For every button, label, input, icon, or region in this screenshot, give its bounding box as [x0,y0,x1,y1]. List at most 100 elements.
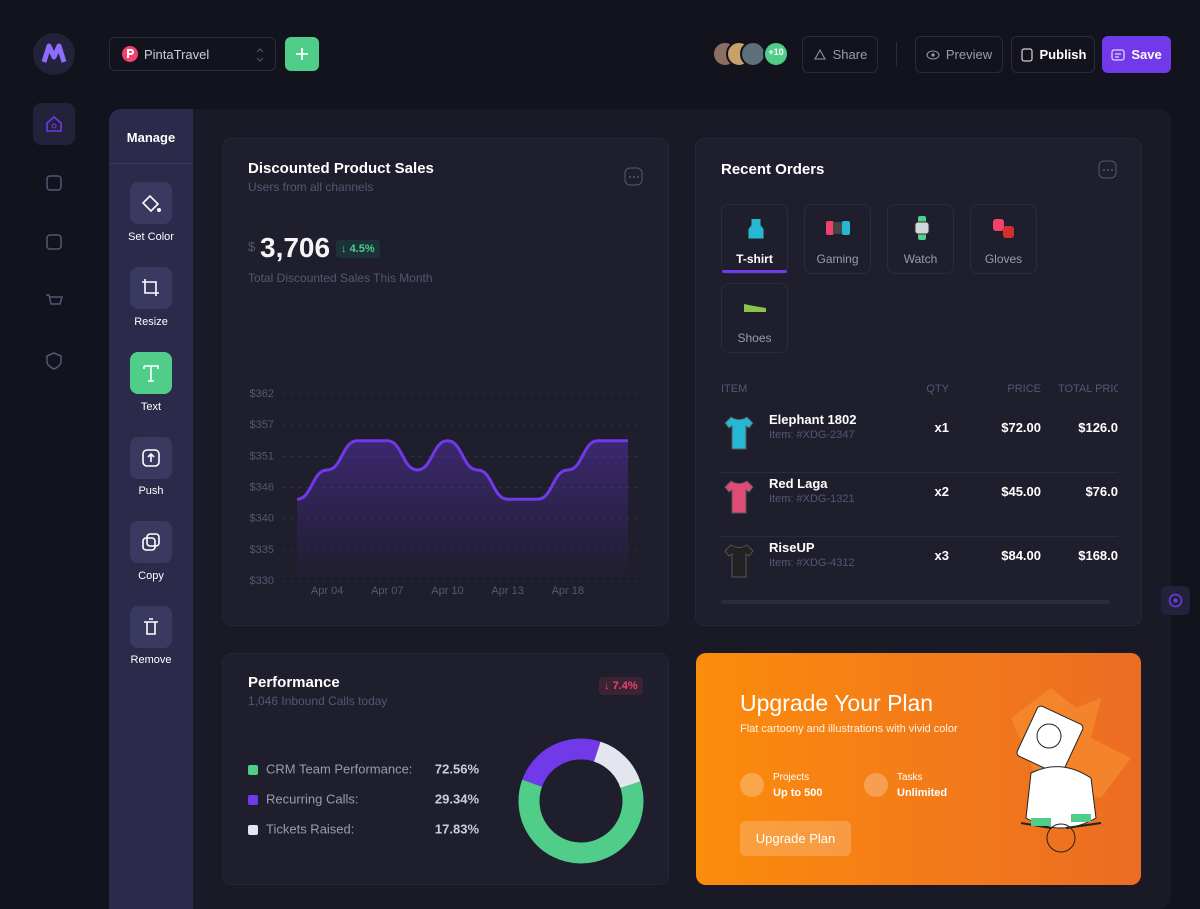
tool-label: Push [138,485,164,497]
tab-indicator [722,270,787,273]
nav-icons[interactable] [33,162,75,382]
icon [46,115,62,132]
icon [744,304,766,312]
x-tick-label: Apr 07 [371,585,403,597]
item-qty: x1 [934,420,949,435]
item-sku: Item: #XDG-1321 [769,493,855,505]
tool-resize[interactable] [130,267,172,309]
currency: $ [248,239,256,254]
y-tick-label: $335 [250,544,274,556]
tab[interactable]: Gaming [804,204,871,274]
item-qty: x3 [934,548,949,563]
logo-mark [41,43,67,63]
menu-button[interactable] [1098,160,1118,180]
tool-label: Text [140,401,162,413]
tab[interactable]: Gloves [970,204,1037,274]
column-header: TOTAL PRICE [1058,383,1118,395]
tool-set-color[interactable] [130,182,172,224]
scrollbar[interactable] [721,600,1110,604]
add-button[interactable] [285,37,319,71]
item-total: $126.0 [1078,420,1118,435]
card-title: Performance [248,674,340,691]
publish-button[interactable]: Publish [1011,36,1095,73]
preview-button[interactable]: Preview [915,36,1003,73]
divider [896,42,897,67]
tool-remove[interactable] [130,606,172,648]
icon [1111,49,1125,60]
tool-label: Remove [130,654,172,666]
feature-icon [740,773,764,797]
tab-label: Shoes [737,331,772,345]
item-total: $76.0 [1085,484,1118,499]
tool-text[interactable] [130,352,172,394]
y-tick-label: $330 [250,575,274,587]
legend-swatch [248,795,258,805]
sales-card: Discounted Product Sales Users from all … [222,138,669,626]
label: Share [832,47,868,62]
icon [1168,593,1183,608]
icon [141,194,161,213]
tool-label: Copy [138,570,164,582]
nav-home[interactable] [33,103,75,145]
y-tick-label: $346 [250,481,274,493]
tab-active[interactable]: T-shirt [721,204,788,274]
y-tick-label: $357 [250,419,274,431]
tab-label: Gloves [984,252,1023,266]
save-button[interactable]: Save [1102,36,1171,73]
column-header: ITEM [721,383,748,395]
performance-card: Performance 1,046 Inbound Calls today ↓ … [222,653,669,885]
row-divider [721,536,1118,537]
card-subtitle: 1,046 Inbound Calls today [248,694,388,708]
logo[interactable] [33,33,75,75]
donut-segment [518,779,644,864]
project-select[interactable]: PintaTravel [109,37,276,71]
help-button[interactable] [1161,586,1190,615]
icon [813,48,826,59]
icon [1021,48,1033,61]
total-sales: 3,706 [260,232,331,263]
upgrade-button[interactable]: Upgrade Plan [740,821,851,856]
change: 4.5% [349,243,375,255]
tab[interactable]: Watch [887,204,954,274]
label: Publish [1039,47,1087,62]
icon [142,533,160,551]
feature-icon [864,773,888,797]
feature-value: Unlimited [897,787,948,799]
legend-swatch [248,825,258,835]
label: Preview [945,47,993,62]
item-image [721,413,757,453]
line [296,439,628,501]
upgrade-title: Upgrade Your Plan [740,690,934,716]
tab[interactable]: Shoes [721,283,788,353]
x-tick-label: Apr 18 [552,585,584,597]
tool-push[interactable] [130,437,172,479]
donut-chart: CRM Team Performance: 72.56% Recurring Cal… [248,738,644,864]
chevrons [256,48,264,62]
icon [142,279,159,296]
y-tick-label: $362 [250,388,274,400]
donut-segment [522,738,601,788]
item-shirt [724,544,754,578]
menu-button[interactable] [624,167,644,187]
more-collaborators[interactable]: +10 [768,47,784,57]
tab-label: Watch [903,252,938,266]
avatars [712,41,789,67]
icon [747,219,765,240]
x-tick-label: Apr 04 [311,585,343,597]
tool-copy[interactable] [130,521,172,563]
item-sku: Item: #XDG-4312 [769,557,855,569]
donut-segment [593,741,641,789]
share-button[interactable]: Share [802,36,878,73]
icon [914,216,930,240]
item-qty: x2 [934,484,949,499]
manage-title: Manage [126,130,176,145]
card-title: Recent Orders [721,161,825,178]
item-image [721,477,757,517]
project-icon [122,46,138,62]
item-image [721,541,757,581]
legend-value: 17.83% [435,821,480,836]
icon [993,219,1014,238]
card-subtitle: Users from all channels [248,180,374,194]
manage-panel: Manage Set Color Resize Text Push Copy R… [109,109,193,909]
